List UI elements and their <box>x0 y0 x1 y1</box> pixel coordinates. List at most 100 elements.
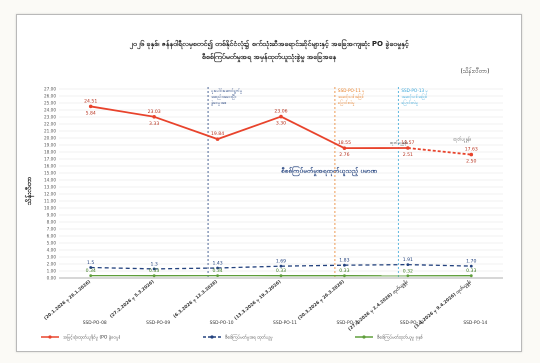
secondary-label: 3.30 <box>276 121 286 127</box>
y-tick-label: 24.00 <box>44 108 56 113</box>
chart-frame: ၂၀၂၆ ခုနှစ်၊ ဇန်နဝါရီလမှစတင်၍ တစ်နိုင်ငံ… <box>16 14 522 352</box>
y-tick-label: 19.00 <box>44 143 56 148</box>
y-tick-label: 9.00 <box>47 213 57 218</box>
annotation-text: ပြောင်းလဲမှု <box>401 99 418 106</box>
y-tick-label: 10.00 <box>44 206 56 211</box>
series-segment <box>217 265 282 269</box>
y-tick-label: 15.00 <box>44 171 56 176</box>
y-axis-label: သိန်းလီတာ <box>25 177 35 206</box>
secondary-label: 5.84 <box>86 110 96 116</box>
series-layer: 24.51 23.03 19.84 23.06 18.55 18.57 17.63 1.5 1.… <box>84 98 478 278</box>
data-label: 0.34 <box>212 268 222 274</box>
data-point <box>406 263 410 267</box>
y-tick-label: 8.00 <box>47 220 57 225</box>
y-tick-label: 26.00 <box>44 94 56 99</box>
series-segment <box>90 105 155 118</box>
y-tick-label: 20.00 <box>44 136 56 141</box>
y-tick-label: 7.00 <box>47 227 57 232</box>
legend-label: စီစစ်ကြပ်မတ်မှုအရ ထုတ်ယူမှု <box>225 334 273 341</box>
y-tick-label: 14.00 <box>44 178 56 183</box>
y-tick-label: 0.00 <box>47 276 57 281</box>
chart-title-line2: စီစစ်ကြပ်မတ်မှုအရ အမှန်ထုတ်ယူသုံးစွဲမှု … <box>201 52 336 63</box>
data-point <box>343 274 346 278</box>
data-label: 18.55 <box>338 140 351 146</box>
y-tick-label: 1.00 <box>47 269 57 274</box>
y-tick-label: 2.00 <box>47 262 57 267</box>
annotation-text: ပူးပေါင်းဆောင်ရွက်မှု <box>211 88 243 94</box>
data-point <box>152 114 156 119</box>
data-label: 1.83 <box>339 258 349 264</box>
data-point <box>469 274 473 278</box>
data-label: 0.34 <box>86 268 96 274</box>
secondary-label: 2.76 <box>339 152 349 158</box>
annotation-text: ခွဲဝေမှုအစ <box>211 100 227 106</box>
series-segment <box>407 147 472 156</box>
y-tick-label: 6.00 <box>47 234 57 239</box>
po-label: SSD-PO-13 <box>400 320 424 326</box>
data-label: 0.33 <box>339 268 349 274</box>
data-label: 0.33 <box>149 268 159 274</box>
data-label: 1.91 <box>403 257 413 263</box>
data-label: 23.03 <box>148 109 161 115</box>
data-label: 1.69 <box>276 259 286 265</box>
series-segment <box>153 115 218 140</box>
y-tick-label: 27.00 <box>44 87 56 92</box>
x-tick-label: (20.3.2026 မှ 26.3.2026) <box>297 279 346 322</box>
data-point <box>342 146 347 150</box>
legend-marker <box>48 335 52 339</box>
y-tick-label: 22.00 <box>44 122 56 127</box>
y-tick-label: 17.00 <box>44 157 56 162</box>
data-label: 18.57 <box>401 140 414 146</box>
x-tick-label: (27.2.2026 မှ 5.3.2026) <box>109 279 156 320</box>
x-tick-labels: (20.1.2026 မှ 26.1.2026)SSD-PO-08(27.2.2… <box>43 278 488 333</box>
data-label: 1.70 <box>466 259 476 265</box>
data-point <box>152 267 156 271</box>
y-tick-label: 4.00 <box>47 248 57 253</box>
data-label: 24.51 <box>84 98 97 104</box>
annotation-text: ပြောင်းလဲမှု <box>338 99 355 106</box>
y-tick-label: 18.00 <box>44 150 56 155</box>
chart-title-line1: ၂၀၂၆ ခုနှစ်၊ ဇန်နဝါရီလမှစတင်၍ တစ်နိုင်ငံ… <box>128 39 409 50</box>
y-tick-label: 3.00 <box>47 255 57 260</box>
data-label: 17.63 <box>465 147 478 153</box>
data-point <box>406 274 410 278</box>
po-label: SSD-PO-14 <box>463 320 487 326</box>
data-label: 23.06 <box>274 109 287 115</box>
series-segment <box>280 115 345 149</box>
series-segment <box>280 264 345 267</box>
data-label: 0.33 <box>276 268 286 274</box>
secondary-label: 3.33 <box>149 121 159 127</box>
data-label: 19.84 <box>211 131 224 137</box>
data-point <box>89 266 93 269</box>
data-label: 1.3 <box>150 261 157 267</box>
po-label: SSD-PO-10 <box>210 320 234 326</box>
series-segment <box>154 267 218 270</box>
po-label: SSD-PO-12 <box>336 320 360 326</box>
data-label: 0.33 <box>466 268 476 274</box>
data-point <box>279 274 283 278</box>
secondary-label: 2.51 <box>403 152 413 158</box>
po-label: SSD-PO-08 <box>83 320 107 326</box>
series-segment <box>90 266 155 270</box>
series-segment <box>217 115 282 140</box>
legend-label: စီစစ်ကြပ်မတ်ထုတ်ယူမှု ခုနှစ် <box>377 334 424 341</box>
y-tick-label: 13.00 <box>44 185 56 190</box>
data-point <box>88 104 93 109</box>
annotation-text: SSD-PO-13 မှ <box>401 88 428 94</box>
x-tick-label: (6.3.2026 မှ 12.3.2026) <box>172 279 219 320</box>
data-point <box>279 114 283 119</box>
annotation-lines: ပူးပေါင်းဆောင်ရွက်မှုအစည်းအဝေးပြီးခွဲဝေမ… <box>207 87 429 278</box>
secondary-label: 2.50 <box>466 159 476 165</box>
data-point <box>279 264 283 268</box>
y-tick-label: 23.00 <box>44 115 56 120</box>
y-tick-label: 16.00 <box>44 164 56 169</box>
data-point <box>343 263 346 267</box>
po-label: SSD-PO-11 <box>273 320 297 326</box>
data-point <box>469 152 474 157</box>
annotation-text: အစည်းအဝေးပြီး <box>211 93 236 100</box>
series-segment <box>344 263 408 266</box>
line-chart: ၂၀၂၆ ခုနှစ်၊ ဇန်နဝါရီလမှစတင်၍ တစ်နိုင်ငံ… <box>25 39 503 341</box>
legend-label: အမြင့်ဆုံးထုတ်ယူနိုင်မှု (PO ခွဲဝေမှု) <box>63 334 121 341</box>
data-point <box>215 137 220 141</box>
